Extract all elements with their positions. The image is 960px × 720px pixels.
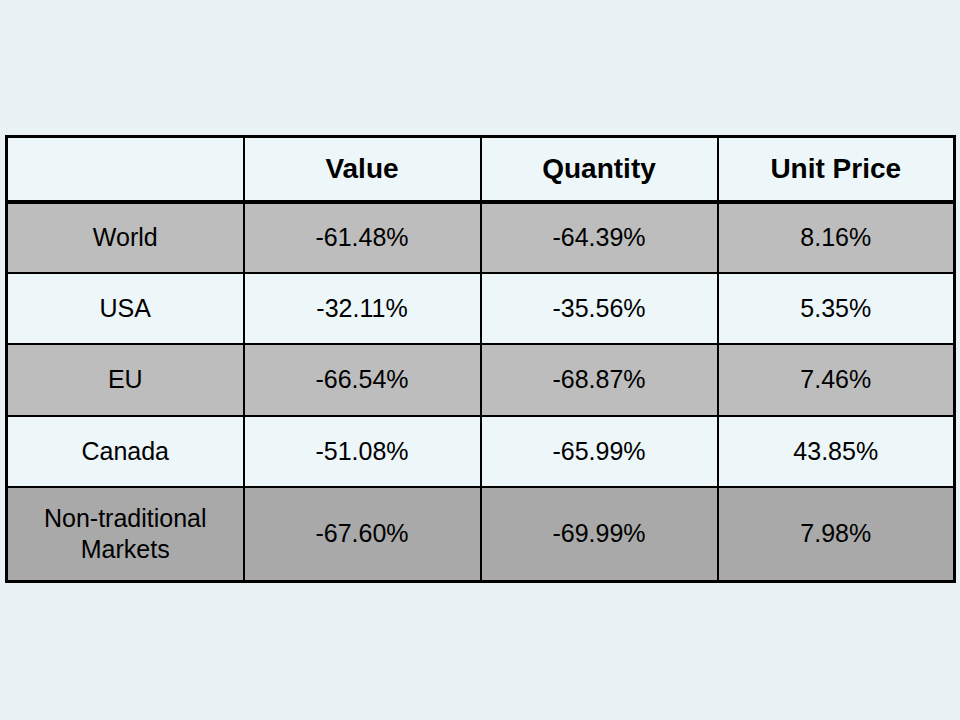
table-row-canada: Canada -51.08% -65.99% 43.85% [7, 416, 955, 487]
table-row-world: World -61.48% -64.39% 8.16% [7, 202, 955, 273]
data-cell-value: -66.54% [244, 344, 481, 415]
row-label: EU [7, 344, 244, 415]
data-cell-quantity: -69.99% [481, 487, 718, 582]
trade-change-table: Value Quantity Unit Price World -61.48% … [5, 135, 956, 583]
header-cell-empty [7, 137, 244, 202]
data-cell-value: -51.08% [244, 416, 481, 487]
table-row-non-traditional-markets: Non-traditional Markets -67.60% -69.99% … [7, 487, 955, 582]
data-cell-value: -32.11% [244, 273, 481, 344]
data-cell-unit-price: 5.35% [718, 273, 955, 344]
data-cell-quantity: -68.87% [481, 344, 718, 415]
data-cell-unit-price: 8.16% [718, 202, 955, 273]
data-cell-quantity: -64.39% [481, 202, 718, 273]
table-row-usa: USA -32.11% -35.56% 5.35% [7, 273, 955, 344]
data-cell-unit-price: 7.98% [718, 487, 955, 582]
data-cell-unit-price: 43.85% [718, 416, 955, 487]
header-cell-quantity: Quantity [481, 137, 718, 202]
table-row-eu: EU -66.54% -68.87% 7.46% [7, 344, 955, 415]
data-cell-quantity: -65.99% [481, 416, 718, 487]
data-cell-unit-price: 7.46% [718, 344, 955, 415]
data-cell-quantity: -35.56% [481, 273, 718, 344]
slide-canvas: Value Quantity Unit Price World -61.48% … [0, 0, 960, 720]
data-cell-value: -67.60% [244, 487, 481, 582]
row-label: World [7, 202, 244, 273]
table-header-row: Value Quantity Unit Price [7, 137, 955, 202]
data-cell-value: -61.48% [244, 202, 481, 273]
row-label: Canada [7, 416, 244, 487]
header-cell-unit-price: Unit Price [718, 137, 955, 202]
header-cell-value: Value [244, 137, 481, 202]
row-label: Non-traditional Markets [7, 487, 244, 582]
row-label: USA [7, 273, 244, 344]
